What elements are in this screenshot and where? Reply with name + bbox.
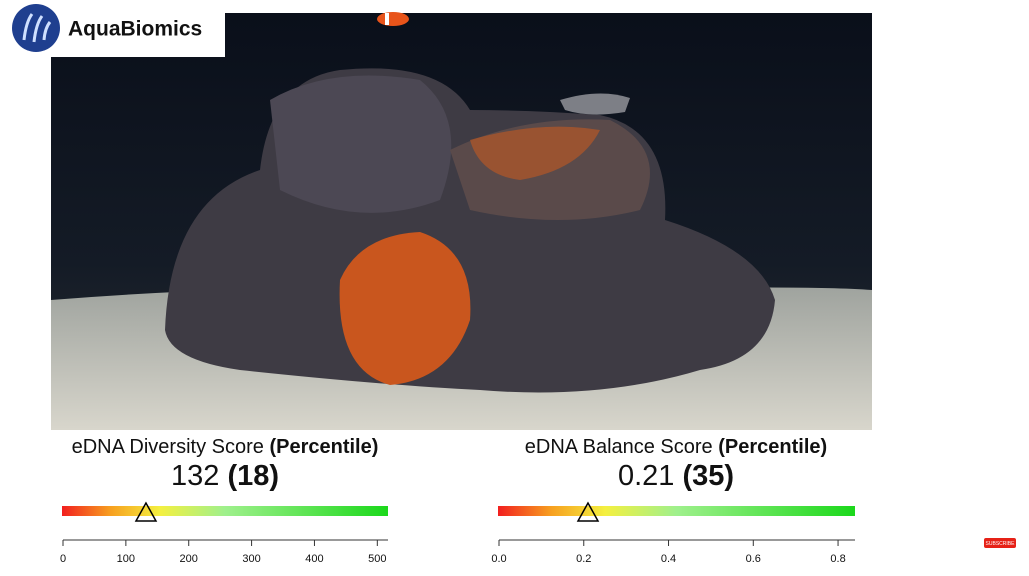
percentile: (35) xyxy=(682,460,734,492)
marker xyxy=(134,501,158,522)
x-tick-label: 0.2 xyxy=(576,553,591,565)
logo: AquaBiomics xyxy=(0,0,225,57)
gauge-title: eDNA Balance Score (Percentile) xyxy=(525,436,827,458)
score: 132 xyxy=(171,460,219,492)
subscribe-label[interactable]: SUBSCRIBE xyxy=(986,541,1016,547)
aquarium-photo xyxy=(51,12,872,430)
title-text: eDNA Diversity Score xyxy=(72,436,264,458)
percentile: (18) xyxy=(227,460,279,492)
score: 0.21 xyxy=(618,460,674,492)
x-tick-label: 100 xyxy=(117,553,135,565)
gauge-title: eDNA Diversity Score (Percentile) xyxy=(72,436,379,458)
brand-name: AquaBiomics xyxy=(68,18,202,41)
title-emphasis: (Percentile) xyxy=(269,436,378,458)
x-tick-label: 0.8 xyxy=(830,553,845,565)
score-value: 132 (18) xyxy=(171,460,279,492)
x-tick-label: 200 xyxy=(180,553,198,565)
x-tick-label: 400 xyxy=(305,553,323,565)
subscribe-button[interactable]: SUBSCRIBE xyxy=(984,538,1016,548)
title-text: eDNA Balance Score xyxy=(525,436,713,458)
color-scale xyxy=(498,506,855,516)
x-tick-label: 300 xyxy=(242,553,260,565)
x-tick-label: 0.4 xyxy=(661,553,676,565)
color-scale xyxy=(62,506,388,516)
x-tick-label: 500 xyxy=(368,553,386,565)
title-emphasis: (Percentile) xyxy=(718,436,827,458)
score-value: 0.21 (35) xyxy=(618,460,734,492)
x-tick-label: 0.0 xyxy=(491,553,506,565)
marker xyxy=(576,501,600,522)
x-tick-label: 0.6 xyxy=(746,553,761,565)
x-tick-label: 0 xyxy=(60,553,66,565)
